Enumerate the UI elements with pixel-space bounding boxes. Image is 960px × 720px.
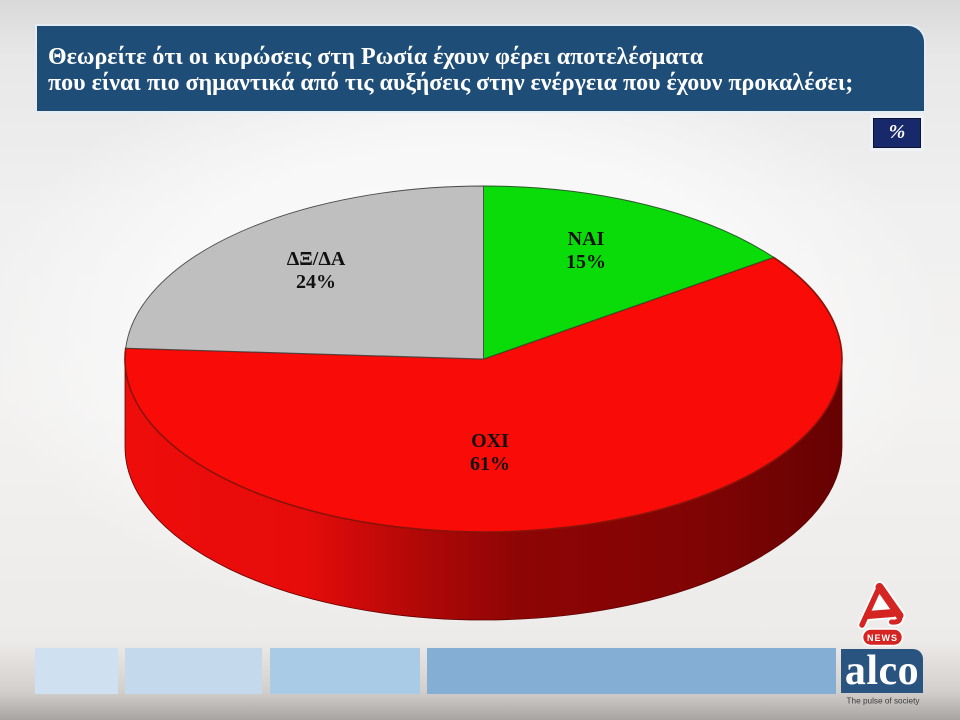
svg-text:NEWS: NEWS xyxy=(867,633,898,643)
